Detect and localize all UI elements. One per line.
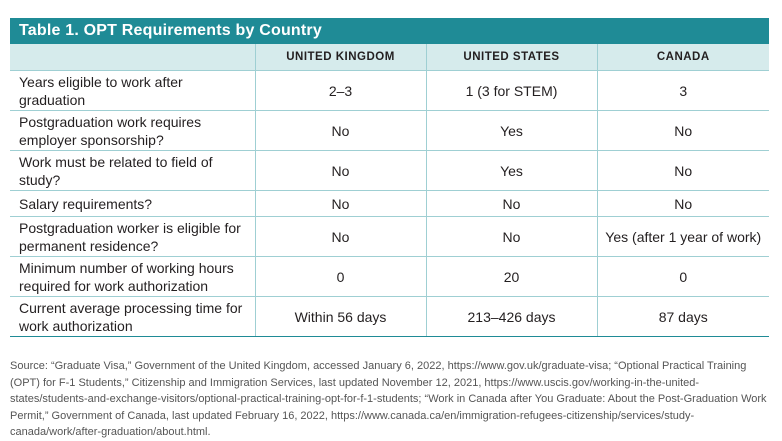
cell-ca: 87 days: [596, 296, 769, 337]
row-label: Postgraduation work requires employer sp…: [10, 110, 256, 151]
header-canada: CANADA: [596, 44, 769, 71]
row-label: Minimum number of working hours required…: [10, 256, 256, 297]
source-note: Source: “Graduate Visa,” Government of t…: [10, 360, 767, 438]
cell-us: Yes: [425, 110, 598, 151]
cell-uk: No: [254, 216, 427, 257]
header-united-states: UNITED STATES: [425, 44, 598, 71]
table-row: Years eligible to work after graduation …: [10, 70, 769, 111]
row-label: Work must be related to field of study?: [10, 150, 256, 191]
requirements-table: UNITED KINGDOM UNITED STATES CANADA Year…: [10, 44, 769, 337]
header-blank-cell: [10, 44, 256, 71]
table-title: Table 1. OPT Requirements by Country: [10, 18, 769, 44]
cell-uk: No: [254, 110, 427, 151]
cell-uk: No: [254, 190, 427, 217]
cell-us: No: [425, 190, 598, 217]
cell-ca: No: [596, 110, 769, 151]
cell-us: Yes: [425, 150, 598, 191]
cell-ca: Yes (after 1 year of work): [596, 216, 769, 257]
cell-uk: No: [254, 150, 427, 191]
table-row: Current average processing time for work…: [10, 296, 769, 337]
cell-ca: 0: [596, 256, 769, 297]
cell-uk: Within 56 days: [254, 296, 427, 337]
opt-table-card: Table 1. OPT Requirements by Country UNI…: [10, 18, 769, 337]
header-united-kingdom: UNITED KINGDOM: [254, 44, 427, 71]
table-row: Postgraduation worker is eligible for pe…: [10, 216, 769, 257]
cell-us: 1 (3 for STEM): [425, 70, 598, 111]
table-header-row: UNITED KINGDOM UNITED STATES CANADA: [10, 44, 769, 71]
row-label: Postgraduation worker is eligible for pe…: [10, 216, 256, 257]
cell-uk: 2–3: [254, 70, 427, 111]
table-row: Postgraduation work requires employer sp…: [10, 110, 769, 151]
table-row: Salary requirements? No No No: [10, 190, 769, 217]
table-row: Minimum number of working hours required…: [10, 256, 769, 297]
cell-ca: No: [596, 190, 769, 217]
cell-uk: 0: [254, 256, 427, 297]
cell-us: 20: [425, 256, 598, 297]
cell-us: No: [425, 216, 598, 257]
cell-ca: 3: [596, 70, 769, 111]
cell-us: 213–426 days: [425, 296, 598, 337]
row-label: Years eligible to work after graduation: [10, 70, 256, 111]
cell-ca: No: [596, 150, 769, 191]
row-label: Current average processing time for work…: [10, 296, 256, 337]
row-label: Salary requirements?: [10, 190, 256, 217]
table-row: Work must be related to field of study? …: [10, 150, 769, 191]
